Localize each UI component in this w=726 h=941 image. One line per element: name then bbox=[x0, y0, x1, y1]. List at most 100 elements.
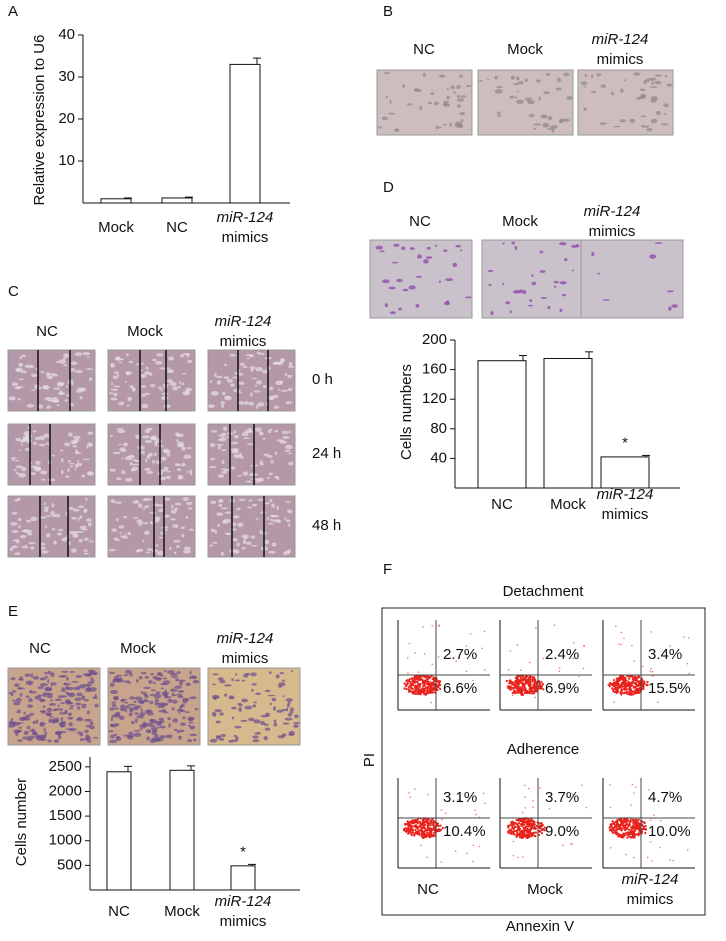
cell bbox=[80, 388, 86, 392]
cell bbox=[27, 704, 33, 708]
column-label: Mock bbox=[507, 41, 543, 58]
cell bbox=[435, 245, 437, 247]
cell bbox=[557, 78, 561, 82]
event-dot bbox=[515, 830, 517, 832]
cell bbox=[257, 352, 261, 355]
cell bbox=[189, 677, 191, 680]
cell bbox=[67, 468, 69, 472]
cell bbox=[71, 681, 78, 683]
cell bbox=[255, 464, 258, 466]
bar bbox=[601, 457, 649, 488]
event-dot bbox=[626, 685, 628, 687]
cell bbox=[515, 96, 517, 98]
x-tick-label: miR-124mimics bbox=[217, 209, 274, 246]
event-dot bbox=[437, 680, 439, 682]
event-dot bbox=[436, 689, 438, 691]
cell bbox=[665, 75, 667, 77]
cell bbox=[75, 449, 77, 453]
cell bbox=[237, 523, 243, 527]
cell bbox=[488, 284, 492, 286]
cell bbox=[85, 685, 92, 687]
cell bbox=[235, 673, 237, 675]
cell bbox=[8, 396, 15, 400]
event-dot bbox=[617, 690, 619, 692]
cell bbox=[393, 244, 399, 247]
cell bbox=[63, 358, 66, 360]
cell bbox=[133, 500, 140, 503]
event-dot bbox=[539, 831, 541, 833]
cell bbox=[28, 698, 33, 702]
event-dot bbox=[412, 688, 414, 690]
cell bbox=[246, 541, 252, 544]
cell bbox=[571, 245, 577, 248]
row-title: Detachment bbox=[503, 583, 585, 600]
cell bbox=[423, 73, 426, 77]
cell bbox=[149, 701, 153, 704]
event-dot bbox=[414, 681, 416, 683]
event-dot bbox=[615, 682, 617, 684]
event-dot bbox=[438, 656, 440, 658]
event-dot bbox=[438, 684, 440, 686]
cell bbox=[159, 718, 164, 721]
cell bbox=[232, 538, 238, 541]
cell bbox=[58, 676, 65, 678]
cell bbox=[114, 371, 119, 374]
event-dot bbox=[634, 682, 636, 684]
cell bbox=[14, 552, 20, 555]
cell bbox=[241, 699, 248, 703]
event-dot bbox=[418, 832, 420, 834]
event-dot bbox=[559, 667, 561, 669]
cell bbox=[61, 458, 63, 462]
cell bbox=[172, 707, 175, 710]
cell bbox=[70, 705, 75, 707]
event-dot bbox=[520, 669, 522, 671]
cell bbox=[559, 242, 567, 245]
cell bbox=[180, 354, 184, 357]
cell bbox=[211, 430, 217, 433]
event-dot bbox=[534, 690, 536, 692]
event-dot bbox=[518, 829, 520, 831]
cell bbox=[181, 463, 185, 467]
event-dot bbox=[559, 671, 561, 673]
cell bbox=[137, 446, 145, 450]
cell bbox=[68, 713, 72, 716]
cell bbox=[159, 509, 164, 513]
cell bbox=[640, 94, 646, 98]
event-dot bbox=[425, 828, 427, 830]
cell bbox=[221, 734, 226, 737]
cell bbox=[264, 736, 268, 740]
cell bbox=[62, 696, 64, 698]
cell bbox=[41, 479, 45, 481]
x-tick-label: Mock bbox=[550, 496, 586, 513]
cell bbox=[218, 474, 225, 478]
cell bbox=[223, 426, 227, 430]
event-dot bbox=[528, 821, 530, 823]
cell bbox=[427, 247, 431, 250]
cell bbox=[238, 401, 244, 405]
cell bbox=[189, 529, 194, 531]
cell bbox=[45, 732, 47, 736]
cell bbox=[459, 112, 465, 115]
cell bbox=[67, 717, 73, 720]
cell bbox=[668, 307, 672, 311]
cell bbox=[175, 503, 182, 506]
cell bbox=[167, 699, 173, 703]
cell bbox=[235, 679, 240, 681]
cell bbox=[271, 460, 274, 464]
cell bbox=[210, 501, 216, 505]
cell bbox=[82, 459, 89, 461]
cell bbox=[517, 91, 519, 93]
event-dot bbox=[522, 818, 524, 820]
event-dot bbox=[428, 681, 430, 683]
event-dot bbox=[631, 680, 633, 682]
cell bbox=[444, 103, 450, 107]
cell bbox=[178, 712, 180, 714]
event-dot bbox=[439, 824, 441, 826]
event-dot bbox=[650, 841, 652, 843]
event-dot bbox=[619, 835, 621, 837]
cell bbox=[130, 707, 133, 711]
event-dot bbox=[632, 678, 634, 680]
event-dot bbox=[432, 687, 434, 689]
cell bbox=[21, 530, 27, 532]
cell bbox=[630, 119, 636, 123]
